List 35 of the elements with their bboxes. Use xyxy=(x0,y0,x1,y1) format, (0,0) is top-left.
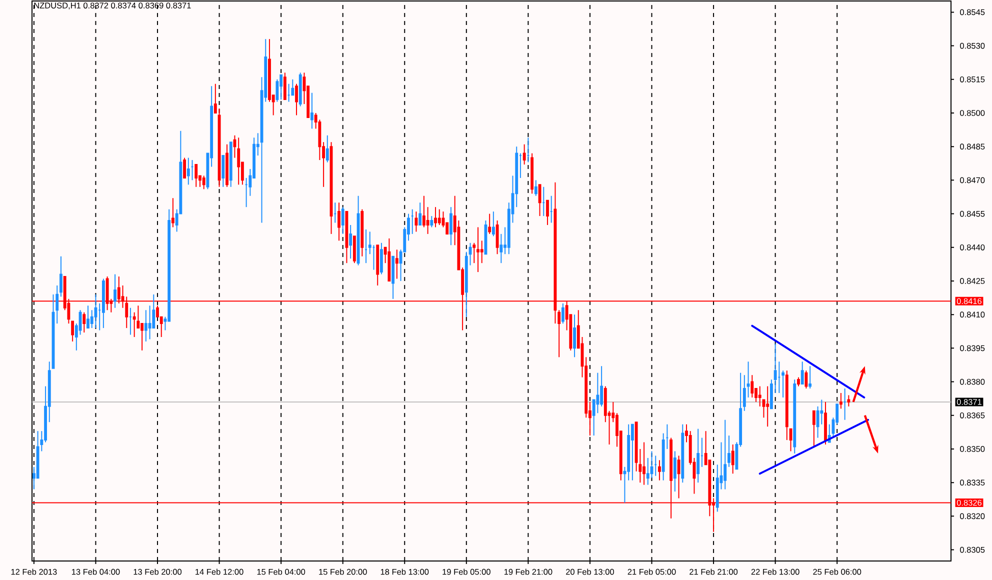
y-tick-label: 0.8530 xyxy=(960,42,985,49)
x-tick-label: 21 Feb 05:00 xyxy=(628,568,676,575)
x-tick-label: 21 Feb 21:00 xyxy=(690,568,738,575)
y-tick-label: 0.8305 xyxy=(960,546,985,553)
x-tick-label: 20 Feb 13:00 xyxy=(566,568,614,575)
y-tick-label: 0.8365 xyxy=(960,412,985,418)
y-tick-label: 0.8515 xyxy=(960,76,985,82)
y-tick-label: 0.8320 xyxy=(960,513,985,520)
ref-line-label: 0.8371 xyxy=(956,399,982,405)
y-tick-label: 0.8500 xyxy=(960,110,985,116)
y-tick-label: 0.8380 xyxy=(960,378,985,385)
x-tick-label: 13 Feb 20:00 xyxy=(134,568,182,575)
ref-line-label: 0.8416 xyxy=(956,298,982,304)
chart-title: NZDUSD,H1 0.8372 0.8374 0.8369 0.8371 xyxy=(34,2,191,10)
x-tick-label: 18 Feb 13:00 xyxy=(380,568,429,575)
ref-line-label: 0.8326 xyxy=(956,500,982,506)
x-tick-label: 19 Feb 21:00 xyxy=(504,568,552,575)
y-tick-label: 0.8335 xyxy=(960,480,985,486)
x-tick-label: 25 Feb 06:00 xyxy=(813,568,862,575)
y-tick-label: 0.8425 xyxy=(960,278,985,284)
x-tick-label: 19 Feb 05:00 xyxy=(442,568,490,575)
y-tick-label: 0.8485 xyxy=(960,144,985,150)
y-tick-label: 0.8545 xyxy=(960,9,985,16)
y-tick-label: 0.8470 xyxy=(960,177,985,184)
y-tick-label: 0.8440 xyxy=(960,244,985,250)
x-tick-label: 15 Feb 04:00 xyxy=(257,568,306,575)
y-tick-label: 0.8395 xyxy=(960,345,985,352)
y-tick-label: 0.8455 xyxy=(960,210,985,217)
y-tick-label: 0.8350 xyxy=(960,446,985,452)
x-tick-label: 15 Feb 20:00 xyxy=(319,568,367,575)
x-tick-label: 13 Feb 04:00 xyxy=(72,568,120,575)
x-tick-label: 12 Feb 2013 xyxy=(11,568,57,575)
y-tick-label: 0.8410 xyxy=(960,312,985,318)
x-tick-label: 22 Feb 13:00 xyxy=(751,568,800,575)
x-tick-label: 14 Feb 12:00 xyxy=(196,568,244,575)
